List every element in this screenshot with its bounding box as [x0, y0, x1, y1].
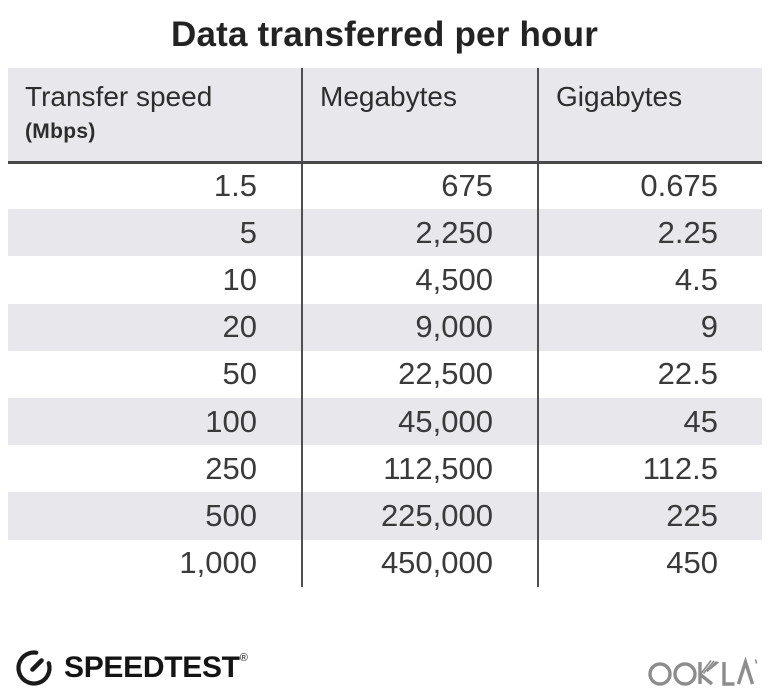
speedtest-logo: SPEEDTEST® [13, 647, 248, 689]
table-cell: 10 [222, 261, 257, 297]
table-cell: 675 [301, 162, 538, 210]
header-row: Transfer speed (Mbps) Megabytes Gigabyte… [8, 68, 762, 164]
table-cell: 4,500 [301, 256, 538, 304]
table-row: 100 45,000 45 [8, 397, 762, 446]
table-cell: 225,000 [301, 492, 538, 540]
table-cell: 50 [222, 356, 257, 392]
header-gigabytes: Gigabytes [537, 68, 762, 164]
table-row: 20 9,000 9 [8, 303, 762, 351]
table-cell: 20 [222, 309, 257, 345]
table-cell: 4.5 [537, 256, 762, 304]
table-cell: 9 [537, 303, 762, 351]
table-row: 500 225,000 225 [8, 492, 762, 540]
table-cell: 9,000 [301, 303, 538, 351]
registered-trademark-icon: ® [239, 652, 248, 664]
table-row: 50 22,500 22.5 [8, 350, 762, 398]
table-cell: 100 [205, 403, 257, 439]
table-body: 1.5 675 0.675 5 2,250 2.25 10 4,500 4.5 20 9,000 9 5… [8, 162, 762, 587]
header-megabytes: Megabytes [301, 68, 538, 164]
table-row: 5 2,250 2.25 [8, 209, 762, 257]
table-cell: 1.5 [213, 168, 257, 204]
table-cell: 1,000 [179, 545, 257, 581]
table-header: Transfer speed (Mbps) Megabytes Gigabyte… [8, 68, 762, 164]
table-cell: 450,000 [301, 539, 538, 587]
table-cell: 22,500 [301, 350, 538, 398]
table-cell: 2,250 [301, 209, 538, 257]
table-row: 10 4,500 4.5 [8, 256, 762, 304]
table-cell: 22.5 [537, 350, 762, 398]
table-cell: 0.675 [537, 162, 762, 210]
table-cell: 45 [537, 397, 762, 446]
header-gigabytes-label: Gigabytes [556, 81, 683, 112]
table-cell: 5 [239, 214, 257, 250]
table-cell: 500 [205, 497, 257, 533]
header-transfer-speed-label: Transfer speed [25, 81, 213, 112]
table-cell: 250 [205, 450, 257, 486]
table-cell: 45,000 [301, 397, 538, 446]
header-transfer-speed-unit: (Mbps) [25, 120, 96, 143]
table-cell: 450 [537, 539, 762, 587]
header-transfer-speed: Transfer speed (Mbps) [8, 68, 302, 164]
page-title: Data transferred per hour [170, 15, 599, 54]
table-cell: 112,500 [301, 445, 538, 493]
table-row: 1.5 675 0.675 [8, 162, 762, 210]
table-row: 250 112,500 112.5 [8, 445, 762, 493]
speedtest-gauge-icon [16, 650, 52, 686]
table-cell: 225 [537, 492, 762, 540]
speedtest-wordmark: SPEEDTEST [64, 651, 240, 684]
data-table: Transfer speed (Mbps) Megabytes Gigabyte… [8, 68, 762, 587]
table-row: 1,000 450,000 450 [8, 539, 762, 587]
table-cell: 112.5 [537, 445, 762, 493]
header-megabytes-label: Megabytes [320, 81, 457, 112]
ookla-wordmark-icon [648, 656, 758, 686]
table-cell: 2.25 [537, 209, 762, 257]
ookla-logo [648, 653, 760, 687]
